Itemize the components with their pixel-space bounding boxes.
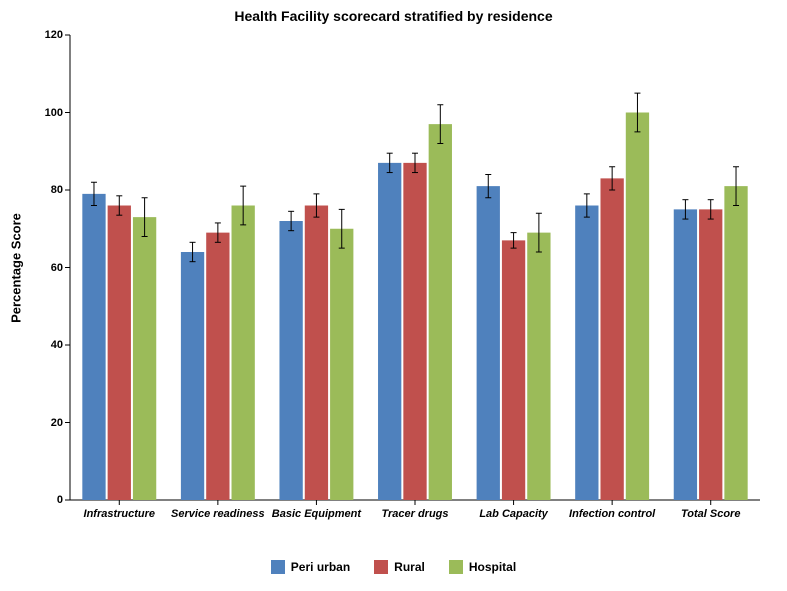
category-label: Total Score (681, 508, 741, 520)
y-tick-label: 20 (35, 417, 63, 429)
legend-item: Peri urban (271, 560, 350, 574)
category-label: Service readiness (171, 508, 265, 520)
category-label: Infection control (569, 508, 655, 520)
legend-label: Peri urban (291, 560, 350, 574)
y-tick-label: 120 (35, 29, 63, 41)
y-tick-label: 0 (35, 494, 63, 506)
legend-item: Rural (374, 560, 425, 574)
chart-title: Health Facility scorecard stratified by … (0, 8, 787, 24)
category-label: Tracer drugs (381, 508, 448, 520)
y-tick-label: 40 (35, 339, 63, 351)
y-tick-label: 60 (35, 262, 63, 274)
plot-svg (70, 35, 760, 510)
legend-swatch (271, 560, 285, 574)
chart-container: Health Facility scorecard stratified by … (0, 0, 787, 591)
category-label: Basic Equipment (272, 508, 361, 520)
legend-label: Hospital (469, 560, 516, 574)
category-label: Infrastructure (84, 508, 156, 520)
plot-area (70, 35, 760, 500)
y-axis-label: Percentage Score (9, 213, 24, 323)
legend-swatch (449, 560, 463, 574)
legend-label: Rural (394, 560, 425, 574)
y-tick-label: 100 (35, 107, 63, 119)
legend-item: Hospital (449, 560, 516, 574)
legend-swatch (374, 560, 388, 574)
legend: Peri urban Rural Hospital (0, 560, 787, 577)
category-label: Lab Capacity (479, 508, 547, 520)
y-tick-label: 80 (35, 184, 63, 196)
